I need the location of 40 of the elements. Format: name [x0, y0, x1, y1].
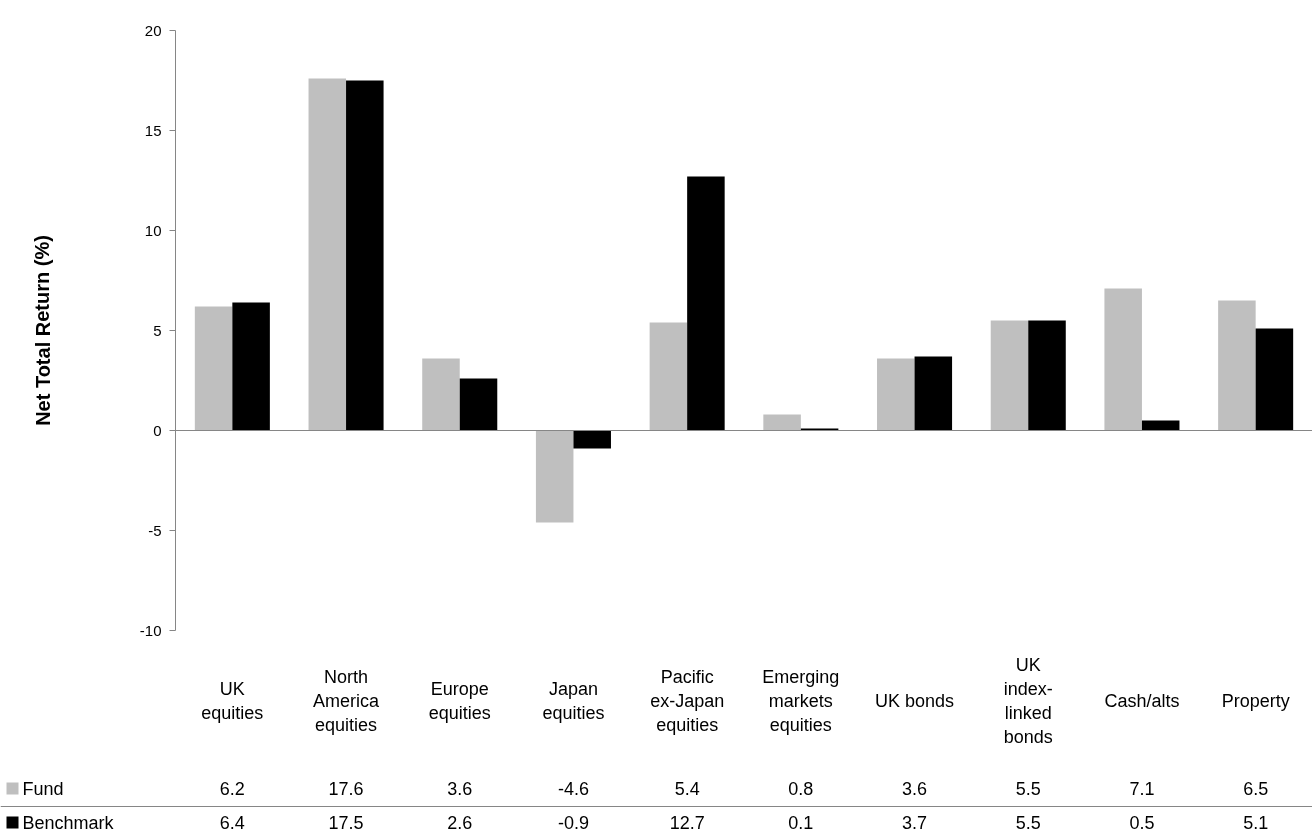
- data-label: 7.1: [1129, 779, 1155, 799]
- data-label: 3.7: [902, 813, 928, 833]
- y-tick-label: 0: [153, 421, 162, 439]
- y-tick-label: 10: [144, 221, 162, 239]
- data-label: 17.6: [328, 779, 364, 799]
- data-label: 6.5: [1243, 779, 1269, 799]
- y-tick-label: 20: [144, 21, 162, 39]
- x-tick-label: Pacific ex-Japan equities: [650, 666, 725, 735]
- data-label: 6.4: [219, 813, 245, 833]
- data-label: 0.1: [788, 813, 814, 833]
- y-tick-label: -10: [139, 621, 162, 639]
- data-label: 3.6: [902, 779, 928, 799]
- data-label: 12.7: [669, 813, 705, 833]
- data-label: 0.5: [1129, 813, 1155, 833]
- x-tick-label: UK index-linked bonds: [1003, 654, 1053, 747]
- data-label: 5.5: [1015, 779, 1041, 799]
- x-tick-label: North America equities: [313, 666, 381, 735]
- x-tick-label: UK bonds: [875, 690, 955, 711]
- y-axis-title: Net Total Return (%): [31, 235, 54, 426]
- x-tick-label: Emerging markets equities: [762, 666, 840, 735]
- data-label: 3.6: [447, 779, 473, 799]
- data-label: 5.1: [1243, 813, 1269, 833]
- legend-label: Fund: [22, 778, 64, 799]
- x-tick-label: Japan equities: [542, 678, 605, 723]
- data-label: 5.5: [1015, 813, 1041, 833]
- data-label: -4.6: [557, 779, 589, 799]
- legend-label: Benchmark: [22, 812, 115, 833]
- x-tick-label: Europe equities: [428, 678, 491, 723]
- y-tick-label: 15: [144, 121, 162, 139]
- data-label: 5.4: [674, 779, 700, 799]
- y-tick-label: -5: [148, 521, 162, 539]
- data-label: 17.5: [328, 813, 364, 833]
- x-tick-label: Cash/alts: [1104, 690, 1180, 711]
- data-label: 2.6: [447, 813, 473, 833]
- x-tick-label: Property: [1221, 690, 1290, 711]
- data-label: 6.2: [219, 779, 245, 799]
- x-tick-label: UK equities: [201, 678, 264, 723]
- y-tick-label: 5: [153, 321, 162, 339]
- data-label: -0.9: [557, 813, 589, 833]
- data-label: 0.8: [788, 779, 814, 799]
